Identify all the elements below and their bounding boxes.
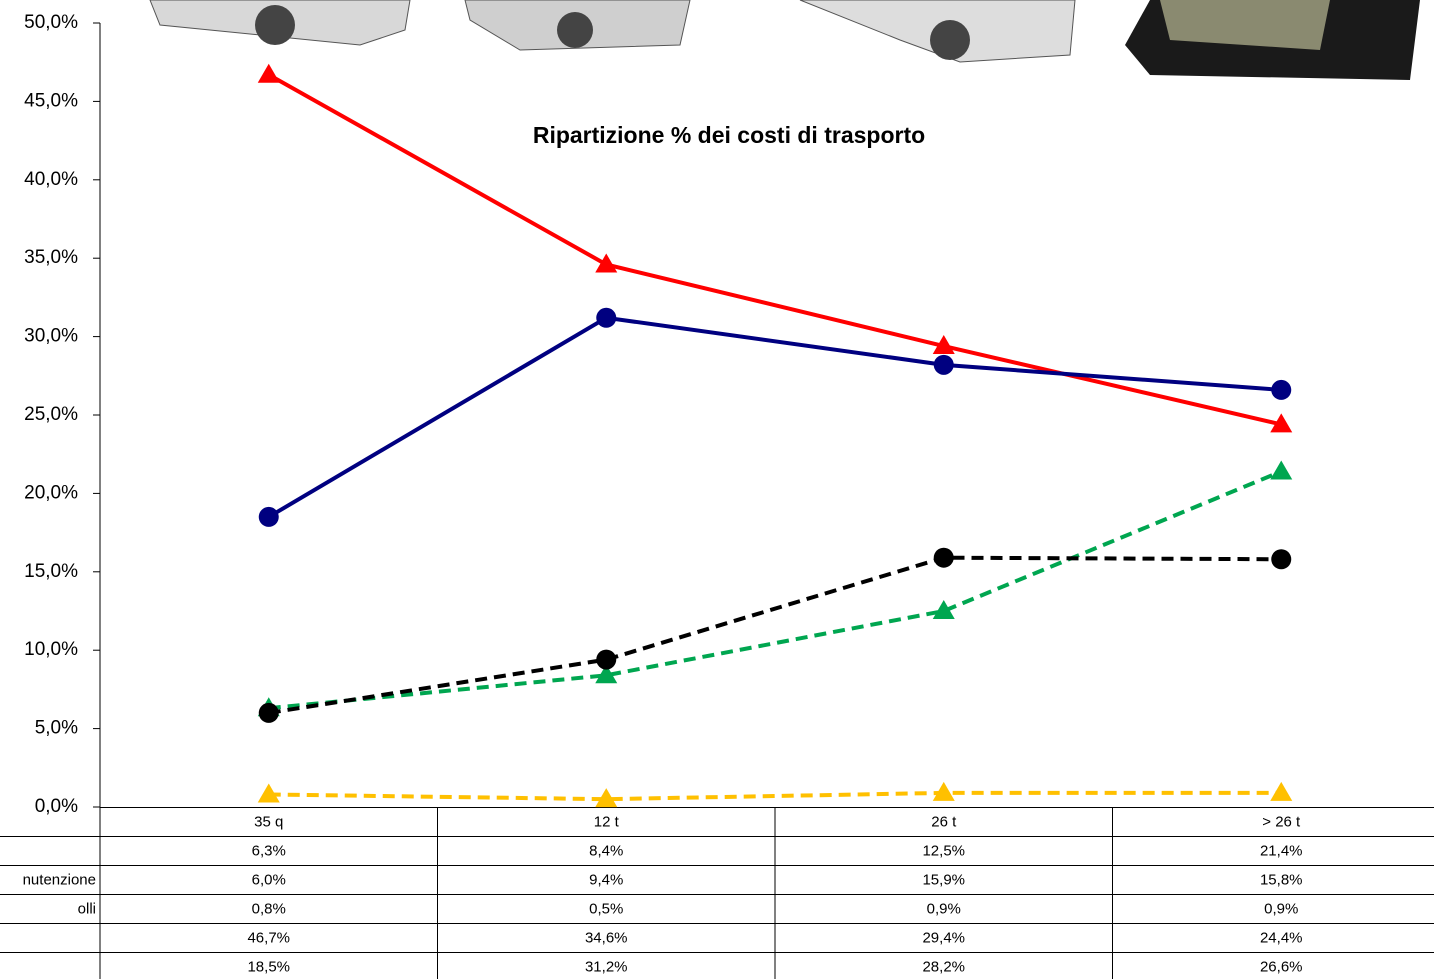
y-tick-label: 15,0%	[24, 561, 78, 582]
data-label: 26,6%	[1260, 958, 1303, 975]
x-tick-label: 35 q	[254, 813, 283, 830]
y-tick-label: 25,0%	[24, 404, 78, 425]
truck-image	[255, 5, 295, 45]
y-tick-label: 40,0%	[24, 169, 78, 190]
truck-images	[149, 0, 1420, 80]
data-label: 0,8%	[252, 900, 286, 917]
data-point	[1271, 379, 1292, 400]
data-point	[258, 506, 279, 527]
data-point	[932, 335, 955, 355]
data-label: 24,4%	[1260, 929, 1303, 946]
legend-label: nutenzione	[23, 871, 96, 888]
data-point	[257, 63, 280, 83]
data-label: 34,6%	[585, 929, 628, 946]
series-line	[268, 469, 1283, 711]
data-point	[933, 547, 954, 568]
data-label: 15,8%	[1260, 871, 1303, 888]
y-tick-label: 35,0%	[24, 247, 78, 268]
y-tick-label: 10,0%	[24, 639, 78, 660]
data-label: 46,7%	[247, 929, 290, 946]
data-point	[933, 354, 954, 375]
y-tick-label: 0,0%	[35, 796, 78, 817]
data-label: 15,9%	[922, 871, 965, 888]
y-tick-label: 30,0%	[24, 326, 78, 347]
data-point	[596, 649, 617, 670]
data-label: 31,2%	[585, 958, 628, 975]
data-label: 6,3%	[252, 842, 286, 859]
y-tick-label: 45,0%	[24, 90, 78, 111]
data-point	[932, 600, 955, 619]
data-point	[595, 788, 618, 808]
series-line	[267, 315, 1282, 519]
data-point	[1270, 460, 1293, 480]
data-label: 8,4%	[589, 842, 623, 859]
data-label: 29,4%	[922, 929, 965, 946]
data-label: 28,2%	[922, 958, 965, 975]
data-point	[595, 664, 618, 684]
data-point	[1271, 549, 1292, 570]
data-point	[595, 253, 618, 273]
data-label: 0,9%	[1264, 900, 1298, 917]
data-label: 12,5%	[922, 842, 965, 859]
truck-image	[557, 12, 593, 48]
data-label: 21,4%	[1260, 842, 1303, 859]
y-tick-label: 5,0%	[35, 718, 78, 739]
x-tick-label: 12 t	[594, 813, 620, 830]
series-line	[268, 555, 1282, 715]
y-tick-label: 20,0%	[24, 482, 78, 503]
data-point	[257, 783, 280, 803]
series-line	[267, 73, 1282, 427]
data-label: 0,5%	[589, 900, 623, 917]
truck-image	[1160, 0, 1330, 50]
chart-title: Ripartizione % dei costi di trasporto	[533, 122, 925, 148]
data-point	[932, 781, 955, 801]
truck-image	[930, 20, 970, 60]
y-tick-label: 50,0%	[24, 12, 78, 33]
data-label: 6,0%	[252, 871, 286, 888]
legend-label: olli	[78, 900, 96, 917]
series-line	[268, 790, 1282, 802]
data-point	[1270, 413, 1293, 433]
data-point	[258, 702, 279, 723]
x-tick-label: > 26 t	[1262, 813, 1301, 830]
data-point	[1270, 781, 1293, 801]
data-label: 18,5%	[247, 958, 290, 975]
data-label: 9,4%	[589, 871, 623, 888]
x-tick-label: 26 t	[931, 813, 957, 830]
data-point	[596, 307, 617, 328]
data-label: 0,9%	[927, 900, 961, 917]
